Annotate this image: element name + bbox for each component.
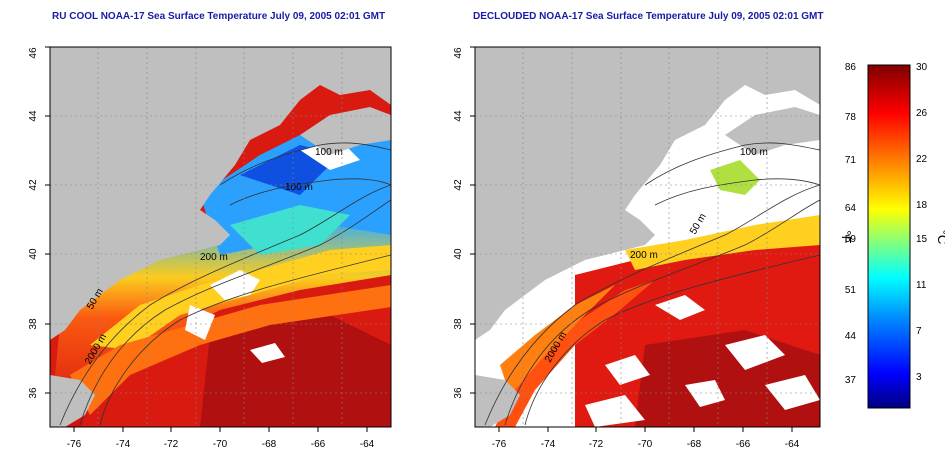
cloud-patch <box>765 375 820 410</box>
land-mass <box>300 107 391 155</box>
cool-water <box>710 160 760 195</box>
contour-line <box>99 254 391 426</box>
x-axis <box>73 427 368 432</box>
y-tick-label: 46 <box>28 47 39 59</box>
contour-label: 200 m <box>200 252 228 263</box>
x-tick-label: -68 <box>687 439 702 450</box>
c-tick-label: 11 <box>916 280 927 291</box>
colorbar: 86 78 71 64 59 51 44 37 30 26 22 18 15 1… <box>820 45 950 430</box>
contour-line <box>654 178 820 206</box>
left-map-title: RU COOL NOAA-17 Sea Surface Temperature … <box>52 11 386 22</box>
y-tick-label: 46 <box>453 47 464 59</box>
x-tick-label: -68 <box>262 439 277 450</box>
x-tick-label: -76 <box>67 439 82 450</box>
celsius-label: °C <box>935 230 945 245</box>
contour-line <box>79 199 391 426</box>
cloud-patch <box>725 335 785 370</box>
f-tick-label: 78 <box>845 112 857 123</box>
c-tick-label: 30 <box>916 62 928 73</box>
f-tick-label: 59 <box>845 234 857 245</box>
x-tick-label: -66 <box>311 439 326 450</box>
y-tick-label: 36 <box>28 387 39 399</box>
c-tick-label: 18 <box>916 200 928 211</box>
contour-line <box>484 184 820 426</box>
contour-label: 100 m <box>285 182 313 193</box>
contour-label: 200 m <box>630 250 658 261</box>
y-axis <box>470 46 475 394</box>
land-mass <box>725 107 820 155</box>
land-mass <box>50 47 391 340</box>
f-tick-label: 64 <box>845 203 857 214</box>
contour-label: 100 m <box>315 147 343 158</box>
y-axis <box>45 46 50 394</box>
cloud-patch <box>605 355 650 385</box>
contour-label: 100 m <box>740 147 768 158</box>
f-tick-label: 44 <box>845 331 857 342</box>
colorbar-scale <box>867 64 911 409</box>
contour-line <box>504 199 820 426</box>
y-tick-label: 36 <box>453 387 464 399</box>
right-map-panel: 100 m 200 m 50 m 2000 m -76 -74 -72 -70 … <box>425 45 825 465</box>
contour-line <box>229 178 391 206</box>
x-tick-label: -66 <box>736 439 751 450</box>
x-tick-label: -64 <box>360 439 375 450</box>
c-tick-label: 22 <box>916 154 928 165</box>
contour-line <box>524 254 820 426</box>
cyan-patch <box>230 205 350 255</box>
y-tick-label: 42 <box>28 179 39 191</box>
cloud-patch <box>655 295 705 320</box>
left-map-panel: 100 m 100 m 200 m 50 m 2000 m -76 -74 -7… <box>0 45 400 465</box>
cloud-patch <box>210 270 260 300</box>
f-tick-label: 86 <box>845 62 857 73</box>
x-tick-label: -72 <box>589 439 604 450</box>
x-tick-label: -74 <box>116 439 131 450</box>
y-tick-label: 38 <box>28 318 39 330</box>
c-tick-label: 3 <box>916 372 922 383</box>
y-tick-label: 40 <box>453 248 464 260</box>
c-tick-label: 15 <box>916 234 928 245</box>
y-tick-label: 38 <box>453 318 464 330</box>
right-map-title: DECLOUDED NOAA-17 Sea Surface Temperatur… <box>473 11 824 22</box>
x-tick-label: -70 <box>213 439 228 450</box>
contour-line <box>219 142 391 186</box>
f-tick-label: 51 <box>845 285 857 296</box>
c-tick-label: 26 <box>916 108 928 119</box>
cloud-patch <box>685 380 725 407</box>
y-tick-label: 44 <box>28 110 39 122</box>
y-tick-label: 44 <box>453 110 464 122</box>
x-tick-label: -70 <box>638 439 653 450</box>
contour-line <box>644 142 820 186</box>
x-tick-label: -72 <box>164 439 179 450</box>
contour-line <box>59 184 391 426</box>
f-tick-label: 71 <box>845 155 857 166</box>
x-axis <box>498 427 793 432</box>
cloud-patch <box>250 343 285 363</box>
cloud-patch <box>585 395 645 427</box>
orange-band <box>70 285 391 415</box>
y-tick-label: 40 <box>28 248 39 260</box>
x-tick-label: -74 <box>541 439 556 450</box>
f-tick-label: 37 <box>845 375 857 386</box>
x-tick-label: -76 <box>492 439 507 450</box>
fahrenheit-label: °F <box>839 230 854 243</box>
land-mass <box>475 47 820 340</box>
x-tick-label: -64 <box>785 439 800 450</box>
warm-core <box>200 315 391 427</box>
c-tick-label: 7 <box>916 326 922 337</box>
y-tick-label: 42 <box>453 179 464 191</box>
